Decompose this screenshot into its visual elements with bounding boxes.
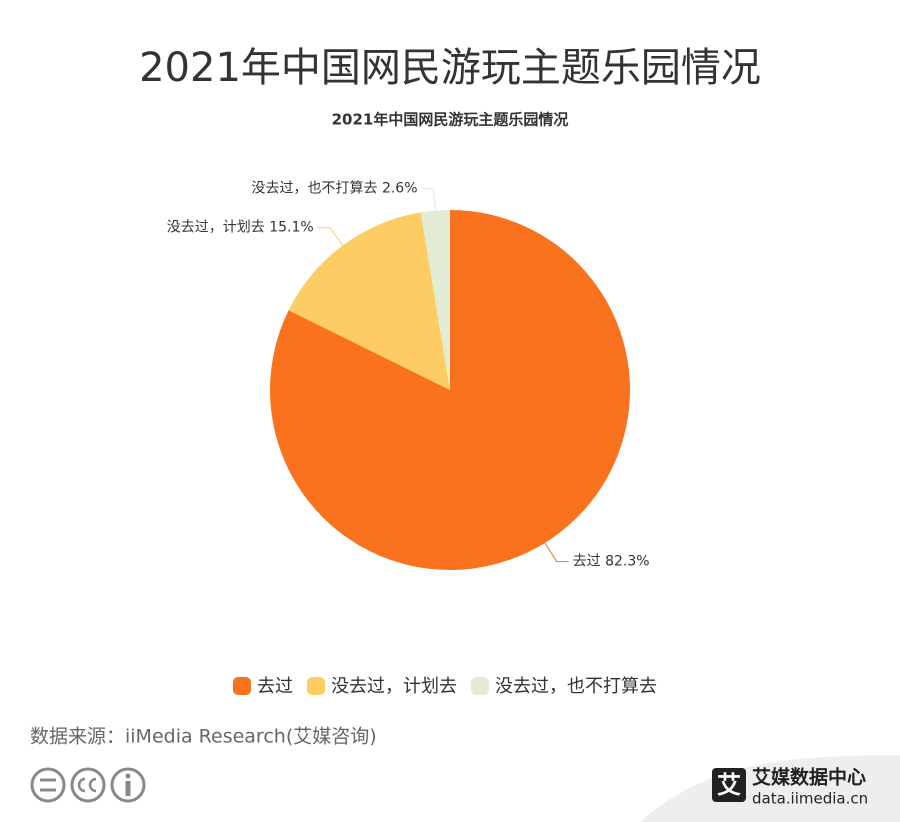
brand-url: data.iimedia.cn — [752, 790, 868, 808]
leader-line — [544, 542, 569, 563]
data-label: 没去过，也不打算去 2.6% — [251, 180, 417, 197]
data-label-value: 82.3% — [605, 554, 649, 570]
data-label-name: 没去过，也不打算去 — [251, 180, 377, 197]
data-label: 没去过，计划去 15.1% — [167, 220, 314, 236]
brand-mark: 艾 — [717, 771, 741, 799]
legend-marker — [307, 677, 325, 695]
footer-band — [640, 755, 900, 822]
pie-slice — [270, 210, 630, 571]
legend-marker — [471, 677, 489, 695]
pie-slice — [420, 210, 450, 390]
chart-title: 2021年中国网民游玩主题乐园情况 — [332, 111, 569, 129]
data-label: 去过 82.3% — [573, 554, 650, 570]
data-label-value: 15.1% — [269, 220, 313, 236]
legend-label: 没去过，也不打算去 — [495, 676, 657, 697]
pie-slice — [288, 212, 450, 390]
legend-marker — [233, 677, 251, 695]
source-note: 数据来源：iiMedia Research(艾媒咨询) — [30, 726, 377, 748]
data-label-name: 没去过，计划去 — [167, 220, 265, 236]
legend-label: 去过 — [257, 676, 293, 697]
license-icons — [30, 767, 146, 803]
data-label-name: 去过 — [573, 554, 601, 570]
brand-logo — [712, 768, 746, 802]
leader-line — [317, 227, 344, 246]
data-label-value: 2.6% — [382, 181, 418, 197]
legend-label: 没去过，计划去 — [331, 676, 457, 697]
page-heading: 2021年中国网民游玩主题乐园情况 — [139, 45, 761, 91]
brand-name: 艾媒数据中心 — [752, 766, 866, 789]
leader-line — [421, 188, 436, 211]
